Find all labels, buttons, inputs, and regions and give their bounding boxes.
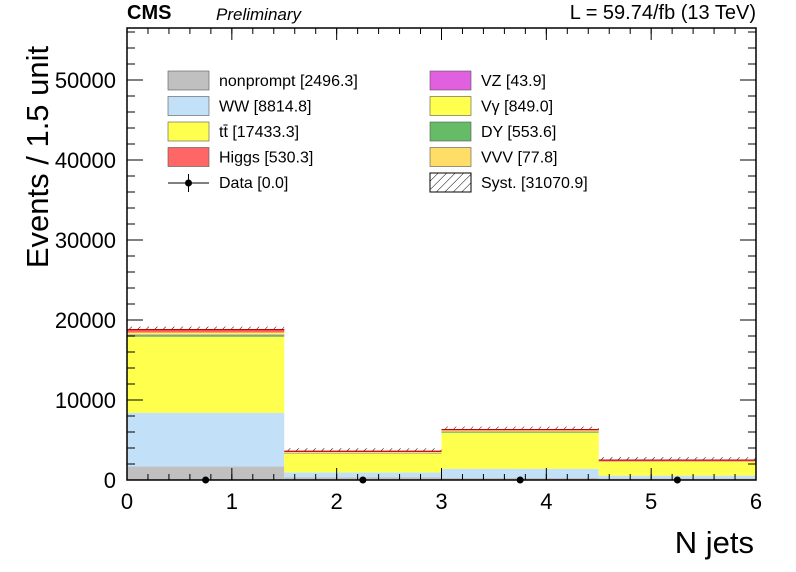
bar-vgamma-bin3 — [441, 430, 599, 432]
bar-nonprompt-bin1 — [127, 466, 285, 480]
y-tick-label: 40000 — [55, 148, 116, 173]
legend-label: tt̄ [17433.3] — [219, 124, 299, 141]
legend-swatch-hatch — [429, 172, 472, 193]
bar-vz-bin2 — [284, 452, 442, 454]
experiment-label: CMS — [127, 2, 172, 24]
bar-tt-bin4 — [598, 461, 756, 476]
legend-swatch — [167, 147, 210, 167]
legend-label: VVV [77.8] — [481, 150, 558, 167]
bar-tt-bin3 — [441, 432, 599, 469]
x-tick-label: 2 — [331, 489, 343, 514]
x-tick-label: 6 — [750, 489, 762, 514]
bar-tt-bin1 — [127, 336, 285, 413]
legend-swatch — [429, 96, 472, 116]
bar-vz-bin1 — [127, 334, 285, 335]
legend-swatch — [167, 96, 210, 116]
bar-dy-bin3 — [441, 431, 599, 433]
y-tick-label: 30000 — [55, 228, 116, 253]
x-tick-label: 5 — [645, 489, 657, 514]
legend-label: Higgs [530.3] — [219, 150, 313, 167]
bar-ww-bin1 — [127, 412, 285, 467]
bar-dy-bin1 — [127, 334, 285, 337]
legend-swatch — [429, 70, 472, 91]
bar-ww-bin2 — [284, 472, 442, 478]
bar-ww-bin3 — [441, 468, 599, 478]
y-axis-label: Events / 1.5 unit — [20, 45, 55, 269]
bar-vz-bin4 — [598, 460, 756, 462]
bar-vgamma-bin1 — [127, 332, 285, 335]
bar-vz-bin3 — [441, 431, 599, 432]
x-tick-label: 4 — [540, 489, 552, 514]
legend-label: nonprompt [2496.3] — [219, 73, 358, 90]
y-tick-label: 20000 — [55, 308, 116, 333]
syst-band-bin2 — [284, 448, 442, 452]
legend-swatch — [167, 121, 210, 142]
legend-swatch — [429, 121, 472, 142]
legend-swatch — [167, 70, 210, 91]
x-tick-label: 3 — [435, 489, 447, 514]
x-axis-label: N jets — [674, 525, 754, 560]
syst-band-bin3 — [441, 426, 599, 430]
bar-higgs-bin1 — [127, 329, 285, 333]
luminosity-label: L = 59.74/fb (13 TeV) — [569, 2, 756, 24]
legend-label: WW [8814.8] — [219, 99, 311, 116]
legend-label: Vγ [849.0] — [481, 99, 553, 116]
status-label: Preliminary — [216, 5, 302, 24]
bar-vvv-bin1 — [127, 332, 285, 334]
bar-vvv-bin3 — [441, 430, 599, 431]
bar-tt-bin2 — [284, 453, 442, 473]
legend-marker-dot — [185, 179, 192, 187]
syst-band-bin1 — [127, 326, 285, 330]
x-tick-label: 0 — [121, 489, 133, 514]
legend-label: Syst. [31070.9] — [481, 175, 588, 192]
legend-label: Data [0.0] — [219, 175, 288, 192]
legend-label: DY [553.6] — [481, 124, 556, 141]
bar-vgamma-bin2 — [284, 451, 442, 453]
legend-label: VZ [43.9] — [481, 73, 546, 90]
y-tick-label: 50000 — [55, 68, 116, 93]
y-tick-label: 10000 — [55, 388, 116, 413]
syst-band-bin4 — [598, 457, 756, 461]
legend-swatch — [429, 147, 472, 167]
x-tick-label: 1 — [226, 489, 238, 514]
y-tick-label: 0 — [104, 468, 116, 493]
bar-vvv-bin2 — [284, 451, 442, 453]
